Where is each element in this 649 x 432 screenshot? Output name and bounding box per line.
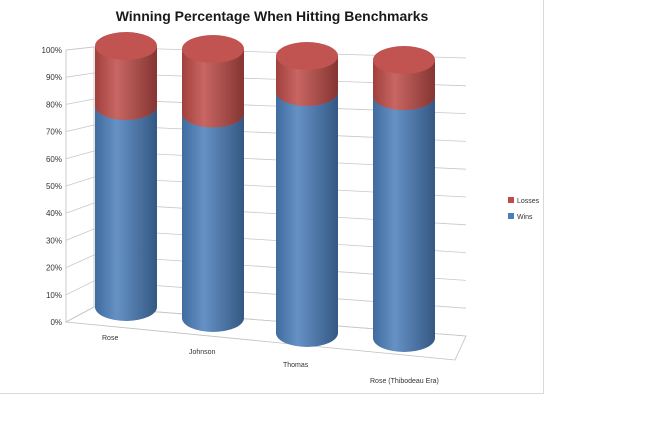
- y-tick-label: 10%: [46, 291, 62, 300]
- y-tick-label: 100%: [42, 46, 62, 55]
- gridline: [65, 150, 467, 170]
- category-label: Rose: [102, 335, 118, 342]
- gridline: [65, 306, 467, 337]
- legend-label: Losses: [517, 198, 540, 205]
- y-tick-label: 0%: [50, 318, 62, 327]
- bars: [95, 32, 435, 352]
- legend-item-losses: Losses: [508, 197, 540, 205]
- legend-label: Wins: [517, 214, 533, 221]
- bar-wins-1: [182, 99, 244, 332]
- y-tick-label: 30%: [46, 236, 62, 245]
- bar-losses-0: [95, 32, 157, 121]
- category-labels: Rose Johnson Thomas Rose (Thibodeau Era): [102, 335, 439, 385]
- category-label: Thomas: [283, 362, 309, 369]
- bar-wins-3: [373, 82, 435, 352]
- y-tick-label: 50%: [46, 182, 62, 191]
- y-tick-labels: 0% 10% 20% 30% 40% 50% 60% 70% 80% 90% 100%: [42, 46, 62, 327]
- y-tick-label: 80%: [46, 100, 62, 109]
- bar-losses-3: [373, 46, 435, 111]
- category-label: Johnson: [189, 349, 216, 356]
- legend: Losses Wins: [508, 197, 540, 221]
- bar-wins-0: [95, 92, 157, 321]
- chart-frame: [0, 0, 544, 394]
- gridline: [65, 98, 467, 114]
- gridline: [65, 176, 467, 198]
- bar-losses-2: [276, 42, 338, 107]
- y-tick-label: 60%: [46, 155, 62, 164]
- bar-stack-0: [95, 32, 157, 321]
- gridline: [65, 46, 467, 59]
- gridline: [65, 124, 467, 142]
- y-tick-label: 40%: [46, 209, 62, 218]
- gridline: [65, 202, 467, 226]
- y-tick-label: 70%: [46, 128, 62, 137]
- bar-stack-2: [276, 42, 338, 347]
- bar-losses-1: [182, 35, 244, 128]
- legend-item-wins: Wins: [508, 213, 533, 221]
- bar-wins-2: [276, 78, 338, 347]
- bar-stack-3: [373, 46, 435, 352]
- gridline: [65, 254, 467, 281]
- category-label: Rose (Thibodeau Era): [370, 378, 439, 385]
- gridline: [65, 72, 467, 87]
- chart-title: Winning Percentage When Hitting Benchmar…: [115, 8, 429, 24]
- y-tick-label: 20%: [46, 264, 62, 273]
- gridlines: [65, 46, 467, 337]
- y-tick-label: 90%: [46, 73, 62, 82]
- gridline: [65, 280, 467, 309]
- bar-stack-1: [182, 35, 244, 332]
- gridline: [65, 228, 467, 253]
